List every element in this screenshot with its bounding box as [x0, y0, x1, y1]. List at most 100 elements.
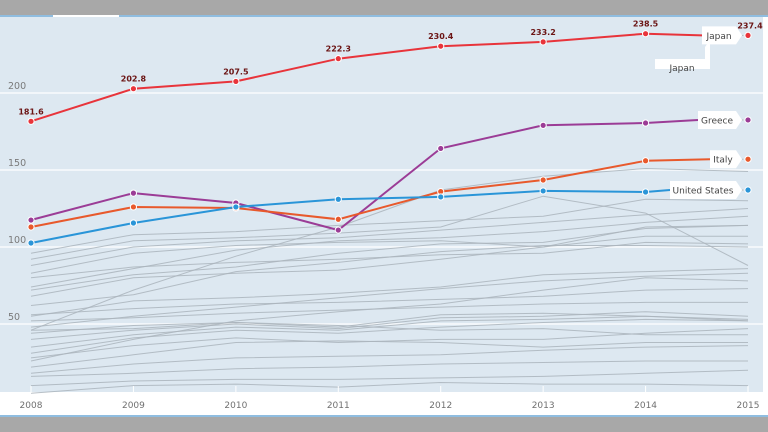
- data-point-greece[interactable]: [130, 190, 137, 196]
- series-line-japan-tail: [645, 32, 703, 37]
- highlighted-series: [27, 30, 752, 247]
- top-rule-right: [119, 15, 768, 17]
- background-series-line: [30, 315, 749, 348]
- data-point-italy[interactable]: [540, 177, 546, 183]
- series-callouts: Japan Greece Italy United States Japan: [655, 26, 745, 200]
- background-series-line: [30, 208, 749, 266]
- y-axis-ticks: 50 100 150 200: [8, 81, 26, 323]
- x-tick-label: 2015: [737, 401, 760, 411]
- data-point-japan[interactable]: [28, 118, 34, 124]
- background-series-line: [30, 268, 749, 317]
- data-label-japan: 181.6: [18, 107, 44, 116]
- background-series-line: [30, 369, 749, 387]
- data-point-japan[interactable]: [438, 43, 444, 49]
- background-series-line: [30, 195, 749, 266]
- gridlines: [0, 92, 763, 325]
- data-point-japan[interactable]: [745, 32, 751, 39]
- bottom-bar: [0, 417, 768, 432]
- background-series-line: [30, 340, 748, 368]
- data-point-italy[interactable]: [130, 204, 137, 210]
- background-series-line: [30, 328, 749, 359]
- background-series-line: [30, 318, 749, 354]
- series-greece[interactable]: [27, 116, 752, 234]
- series-end-label-box: [698, 110, 743, 129]
- background-series-line: [30, 167, 749, 331]
- series-end-label: Japan: [705, 32, 731, 42]
- data-point-japan[interactable]: [642, 31, 649, 37]
- data-point-united-states[interactable]: [233, 204, 239, 210]
- data-label-japan: 233.2: [530, 28, 555, 37]
- active-tab-indicator[interactable]: [53, 15, 119, 17]
- background-series-line: [30, 288, 749, 316]
- background-series-line: [30, 224, 749, 291]
- data-point-united-states[interactable]: [438, 194, 444, 200]
- background-series-line: [30, 215, 749, 288]
- data-point-japan[interactable]: [540, 39, 546, 45]
- data-label-japan: 238.5: [633, 20, 659, 29]
- data-point-greece[interactable]: [642, 120, 649, 126]
- data-label-japan: 237.4: [737, 21, 763, 30]
- y-tick-label: 150: [8, 158, 26, 169]
- background-series-line: [30, 360, 748, 377]
- data-point-united-states[interactable]: [745, 187, 751, 193]
- background-series-line: [30, 198, 749, 254]
- series-end-label: United States: [673, 187, 734, 197]
- series-end-label-box: [710, 150, 743, 169]
- series-line-united-states-tail: [645, 189, 671, 194]
- x-tick-label: 2009: [122, 401, 145, 411]
- tooltip-text: Japan: [668, 64, 694, 74]
- x-axis-ticks: 2008 2009 2010 2011 2012 2013 2014 2015: [20, 386, 760, 411]
- data-label-japan: 207.5: [223, 67, 249, 76]
- x-tick-label: 2012: [429, 401, 452, 411]
- series-united-states[interactable]: [27, 186, 752, 247]
- background-series-line: [30, 311, 749, 340]
- data-label-japan: 230.4: [428, 32, 454, 41]
- y-tick-label: 50: [8, 312, 20, 323]
- data-point-japan[interactable]: [335, 56, 341, 62]
- data-point-greece[interactable]: [745, 117, 751, 123]
- data-point-greece[interactable]: [335, 227, 341, 233]
- x-tick-label: 2013: [532, 401, 555, 411]
- y-tick-label: 100: [8, 235, 26, 246]
- series-end-label: Italy: [713, 156, 733, 166]
- series-end-label-box: [702, 26, 743, 45]
- data-label-japan: 202.8: [121, 75, 147, 84]
- data-point-japan[interactable]: [233, 78, 239, 85]
- background-series-line: [30, 245, 749, 306]
- series-line-greece-tail: [645, 118, 699, 125]
- line-chart: 50 100 150 200 181.6 202.8 207.5 222.3 230.4 233…: [0, 17, 763, 411]
- x-tick-label: 2014: [634, 401, 657, 411]
- data-point-greece[interactable]: [28, 217, 34, 223]
- series-japan[interactable]: [27, 30, 752, 125]
- data-label-japan: 222.3: [326, 45, 351, 54]
- data-point-italy[interactable]: [28, 224, 34, 230]
- background-series-line: [30, 235, 748, 297]
- data-point-united-states[interactable]: [540, 188, 546, 194]
- bottom-rule: [0, 415, 768, 417]
- data-point-greece[interactable]: [438, 145, 444, 152]
- series-italy[interactable]: [27, 155, 752, 231]
- data-point-italy[interactable]: [745, 156, 751, 162]
- plot-background: [0, 17, 763, 392]
- data-point-united-states[interactable]: [642, 189, 649, 195]
- data-point-italy[interactable]: [642, 158, 649, 164]
- data-point-greece[interactable]: [540, 122, 546, 128]
- data-point-italy[interactable]: [335, 216, 341, 222]
- background-series-line: [30, 312, 749, 331]
- y-tick-label: 200: [8, 81, 26, 92]
- top-rule-left: [0, 15, 53, 17]
- background-series-line: [30, 301, 748, 322]
- x-tick-label: 2008: [20, 401, 43, 411]
- data-point-united-states[interactable]: [130, 220, 137, 226]
- data-labels: 181.6 202.8 207.5 222.3 230.4 233.2 238.5 237.4: [18, 20, 763, 117]
- x-tick-label: 2011: [327, 401, 350, 411]
- data-point-united-states[interactable]: [335, 196, 341, 202]
- x-tick-label: 2010: [224, 401, 247, 411]
- top-bar: [0, 0, 768, 15]
- data-point-japan[interactable]: [130, 86, 137, 92]
- data-point-italy[interactable]: [438, 188, 444, 195]
- tooltip-bubble: [655, 40, 710, 69]
- background-series: [30, 167, 749, 394]
- series-line-italy-tail: [645, 158, 711, 162]
- data-point-united-states[interactable]: [28, 240, 34, 246]
